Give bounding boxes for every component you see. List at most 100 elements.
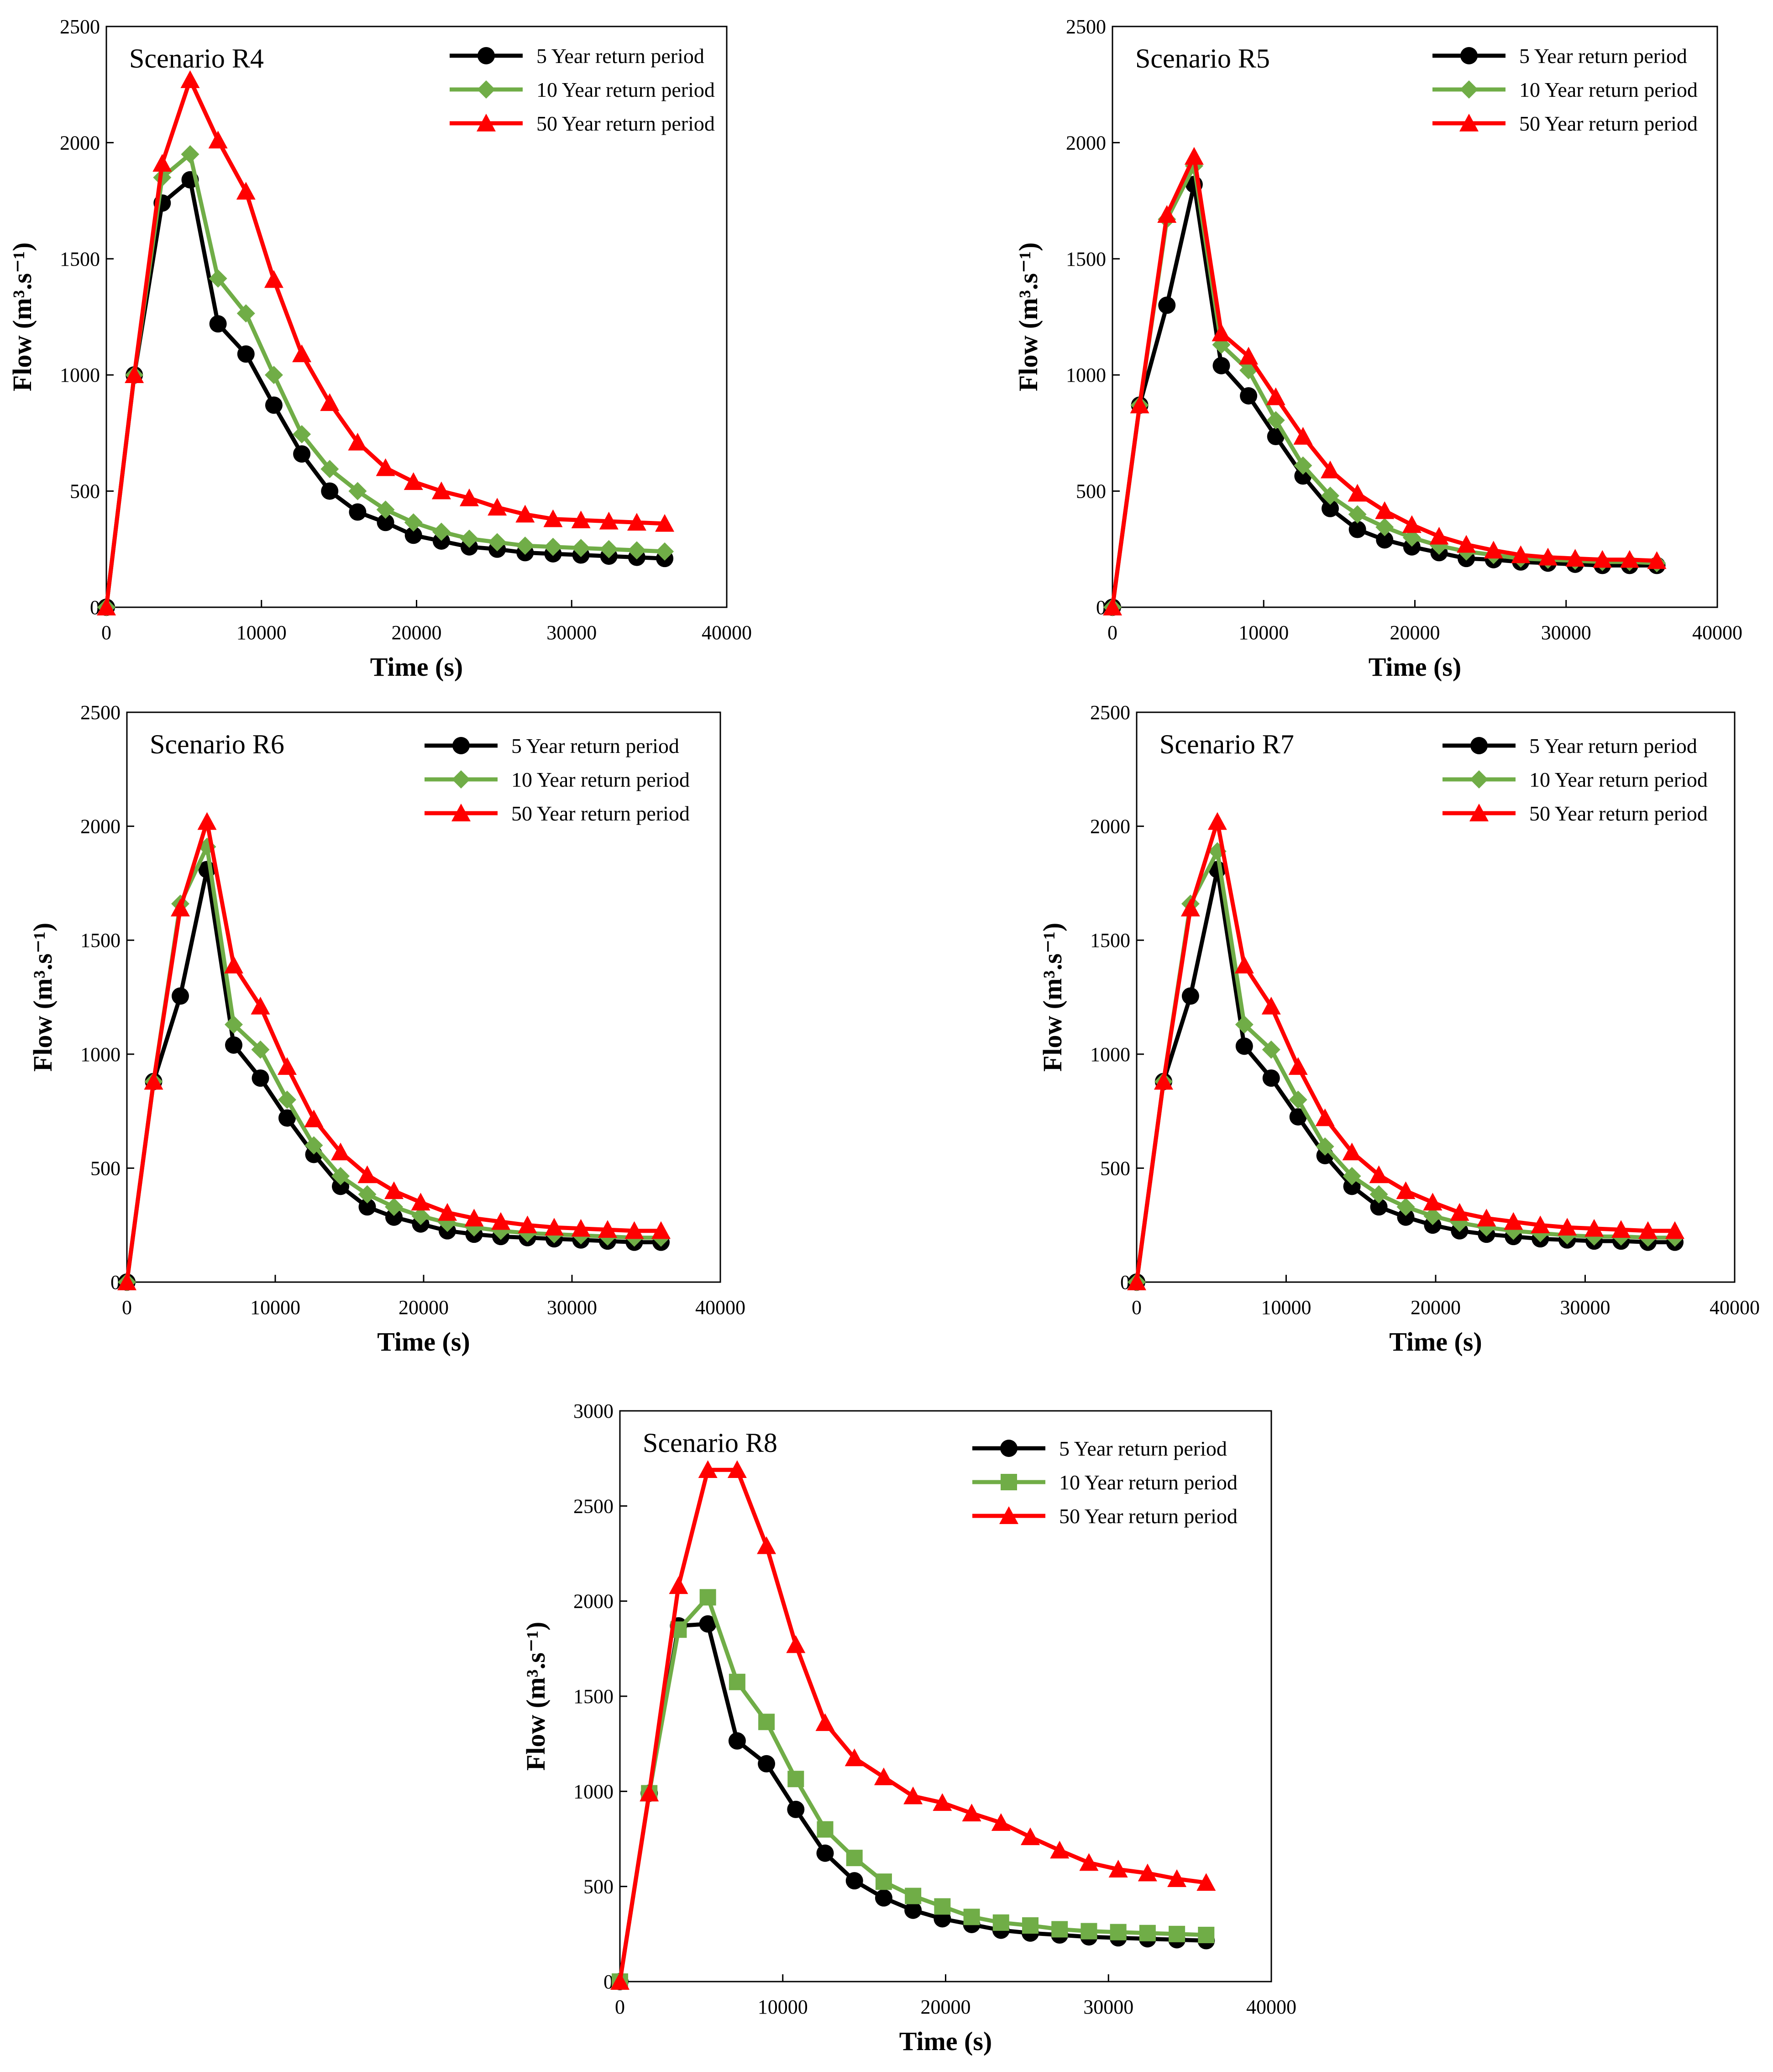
x-tick-label: 0 [122, 1296, 132, 1319]
y-tick-label: 0 [90, 596, 100, 619]
data-point [197, 812, 217, 830]
chart-panel: 0 500 1000 1500 2000 2500 0 10000 20000 30000 4000… [1038, 701, 1760, 1357]
data-point [1212, 323, 1231, 342]
data-point [1315, 1108, 1335, 1126]
legend-marker [452, 770, 470, 789]
data-point [1127, 1273, 1146, 1290]
legend-marker [1001, 1474, 1017, 1490]
data-point [384, 1181, 404, 1199]
y-tick-label: 1000 [1090, 1043, 1130, 1066]
data-point [304, 1136, 323, 1155]
data-point [1342, 1142, 1362, 1161]
data-point [1289, 1090, 1307, 1109]
x-tick-label: 0 [1107, 621, 1117, 644]
data-point [1504, 1212, 1523, 1230]
legend-label: 5 Year return period [536, 44, 704, 68]
data-point [320, 460, 339, 479]
data-point [1239, 347, 1259, 365]
y-tick-label: 2500 [1066, 16, 1106, 38]
x-tick-label: 40000 [702, 621, 752, 644]
legend: 5 Year return period 10 Year return perio… [450, 44, 715, 135]
scenario-label: Scenario R7 [1159, 729, 1294, 759]
legend-marker [1460, 47, 1478, 64]
data-point [1267, 428, 1285, 446]
data-point [845, 1872, 863, 1890]
data-point [787, 1771, 804, 1788]
x-tick-label: 10000 [1261, 1296, 1311, 1319]
scenario-label: Scenario R5 [1135, 43, 1270, 74]
data-point [1234, 956, 1254, 973]
legend-marker [451, 804, 471, 821]
data-point [875, 1873, 892, 1890]
data-point [1021, 1827, 1040, 1846]
data-point [816, 1844, 834, 1862]
data-point [1321, 460, 1340, 479]
y-tick-label: 500 [90, 1157, 121, 1179]
data-point [251, 1040, 270, 1059]
data-point [349, 503, 367, 521]
data-point [1375, 518, 1394, 536]
data-point [1403, 538, 1421, 556]
legend: 5 Year return period 10 Year return perio… [1432, 44, 1698, 135]
data-point [1266, 387, 1285, 405]
data-point [1110, 1924, 1127, 1941]
data-point [225, 1036, 242, 1054]
data-point [404, 513, 423, 532]
data-point [1396, 1198, 1415, 1216]
legend-marker [1460, 80, 1478, 99]
x-tick-label: 20000 [1390, 621, 1440, 644]
legend-marker [477, 80, 495, 99]
legend-label: 5 Year return period [1529, 734, 1697, 757]
chart-panel: 0 500 1000 1500 2000 2500 0 10000 20000 30000 4000… [7, 16, 752, 682]
data-point [1289, 1108, 1307, 1126]
x-tick-label: 0 [615, 1996, 625, 2018]
data-point [1397, 1208, 1415, 1226]
data-point [1022, 1917, 1039, 1934]
data-point [727, 1460, 747, 1478]
legend-label: 10 Year return period [536, 78, 715, 101]
y-axis-title: Flow (m³.s⁻¹) [28, 923, 58, 1072]
data-point [846, 1850, 863, 1867]
data-point [1154, 1072, 1173, 1090]
data-point [376, 500, 395, 519]
data-point [1266, 411, 1285, 430]
data-point [1108, 1860, 1128, 1878]
data-point [464, 1209, 484, 1227]
data-point [640, 1783, 659, 1802]
data-point [758, 1714, 775, 1730]
data-point [518, 1215, 537, 1234]
data-point [1138, 1863, 1157, 1882]
data-point [1665, 1221, 1684, 1239]
data-point [292, 344, 312, 363]
data-point [599, 511, 619, 530]
x-tick-label: 20000 [399, 1296, 449, 1319]
x-tick-label: 10000 [236, 621, 287, 644]
data-point [1261, 996, 1281, 1015]
data-point [1565, 549, 1585, 567]
data-point [571, 1219, 591, 1237]
data-point [1050, 1841, 1070, 1859]
y-tick-label: 2500 [80, 701, 121, 724]
y-tick-label: 2000 [60, 131, 100, 154]
data-point [1235, 1015, 1254, 1034]
data-point [1343, 1167, 1361, 1185]
data-point [758, 1755, 776, 1772]
data-point [598, 1220, 617, 1238]
data-point [348, 432, 367, 451]
data-point [1169, 1925, 1185, 1942]
x-tick-label: 30000 [547, 1296, 597, 1319]
y-tick-label: 0 [603, 1971, 614, 1993]
data-point [264, 270, 283, 288]
series-group [97, 145, 674, 616]
data-point [332, 1178, 349, 1195]
data-point [432, 532, 450, 550]
data-point [1450, 1203, 1469, 1221]
x-tick-label: 10000 [758, 1996, 808, 2018]
x-tick-label: 40000 [1246, 1996, 1296, 2018]
data-point [404, 526, 422, 544]
data-point [1139, 1925, 1156, 1941]
series-group [1128, 861, 1684, 1291]
data-point [903, 1786, 923, 1804]
data-point [1402, 528, 1421, 547]
